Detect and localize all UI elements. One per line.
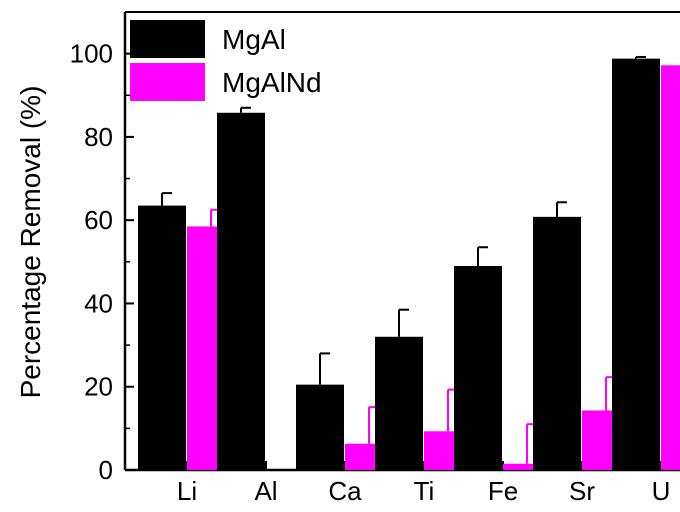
y-tick-label-100: 100 — [70, 39, 113, 69]
bar-MgAl-Ti — [375, 336, 423, 470]
bar-MgAlNd-Fe — [503, 463, 551, 470]
bar-MgAlNd-U — [661, 65, 680, 470]
x-tick-label-Ti: Ti — [414, 476, 435, 506]
legend-label-MgAlNd: MgAlNd — [222, 67, 322, 98]
y-tick-label-40: 40 — [84, 288, 113, 318]
bar-MgAl-Sr — [533, 216, 581, 470]
x-tick-label-Ca: Ca — [328, 476, 362, 506]
bar-MgAl-U — [612, 58, 660, 471]
x-tick-label-Sr: Sr — [569, 476, 595, 506]
y-tick-label-60: 60 — [84, 205, 113, 235]
y-tick-label-0: 0 — [99, 455, 113, 485]
legend-label-MgAl: MgAl — [222, 24, 286, 55]
x-tick-label-U: U — [652, 476, 671, 506]
bar-MgAl-Li — [138, 205, 186, 471]
y-tick-label-20: 20 — [84, 372, 113, 402]
legend-swatch-MgAlNd — [130, 63, 205, 101]
y-tick-label-80: 80 — [84, 122, 113, 152]
bar-MgAl-Al — [217, 112, 265, 470]
bar-MgAl-Ca — [296, 384, 344, 470]
x-tick-label-Li: Li — [177, 476, 197, 506]
x-tick-label-Al: Al — [254, 476, 277, 506]
bar-MgAl-Fe — [454, 265, 502, 470]
legend-swatch-MgAl — [130, 20, 205, 58]
y-axis-title: Percentage Removal (%) — [15, 86, 46, 399]
x-tick-label-Fe: Fe — [488, 476, 518, 506]
plot-area: 0 20 40 60 80 100 Li Al Ca Ti Fe Sr U MgAl MgAlNd — [70, 11, 680, 506]
